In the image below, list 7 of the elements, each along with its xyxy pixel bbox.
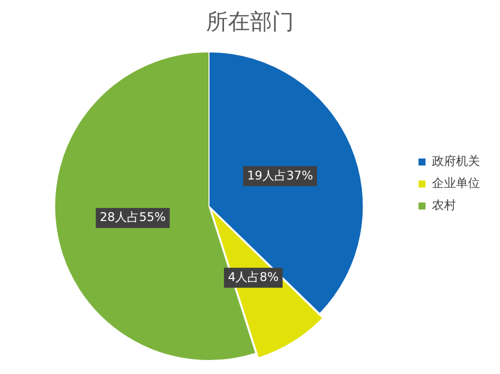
- legend-label: 企业单位: [432, 176, 480, 190]
- data-label: 4人占8%: [228, 270, 279, 284]
- legend-label: 政府机关: [432, 154, 480, 168]
- data-label: 19人占37%: [247, 168, 314, 182]
- legend-label: 农村: [432, 198, 456, 212]
- data-label: 28人占55%: [100, 210, 166, 224]
- chart-title: 所在部门: [206, 10, 294, 35]
